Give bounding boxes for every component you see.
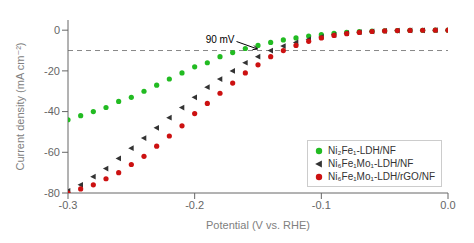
html-text:Ni₆Fe₁Mo₁-LDH/rGO/NF: Ni₆Fe₁Mo₁-LDH/rGO/NF [328,171,435,182]
svg-text:-0.1: -0.1 [312,199,331,211]
html-text:Ni₆Fe₁Mo₁-LDH/NF: Ni₆Fe₁Mo₁-LDH/NF [328,158,414,169]
svg-text:-80: -80 [44,187,60,199]
svg-text:0.0: 0.0 [440,199,455,211]
svg-text:90 mV: 90 mV [206,34,235,45]
svg-text:0: 0 [54,24,60,36]
html-text:Ni₂Fe₁-LDH/NF: Ni₂Fe₁-LDH/NF [328,145,396,156]
svg-text:Potential (V vs. RHE): Potential (V vs. RHE) [206,219,310,231]
svg-text:-60: -60 [44,146,60,158]
svg-text:Current density (mA cm⁻²): Current density (mA cm⁻²) [14,42,26,170]
svg-text:-0.3: -0.3 [59,199,78,211]
svg-text:-20: -20 [44,65,60,77]
svg-text:-40: -40 [44,105,60,117]
svg-text:-0.2: -0.2 [185,199,204,211]
